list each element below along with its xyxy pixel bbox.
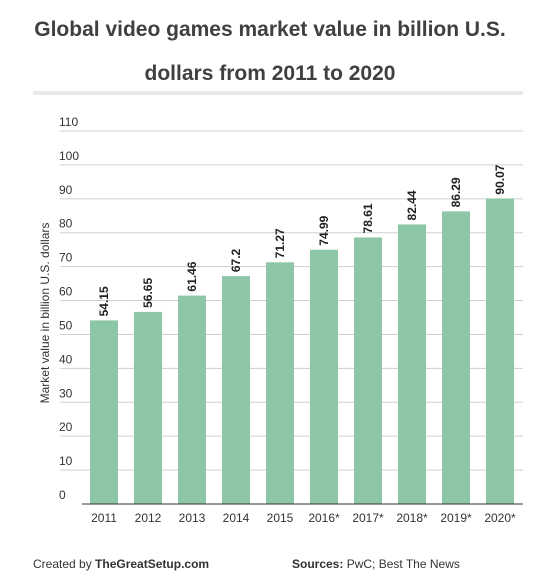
bar <box>222 276 250 504</box>
bar <box>134 311 162 504</box>
bar <box>398 224 426 504</box>
y-tick-label: 90 <box>59 183 73 197</box>
bar <box>310 249 338 504</box>
y-tick-label: 50 <box>59 318 73 332</box>
footer-sources-value: PwC; Best The News <box>346 557 460 571</box>
x-tick-label: 2011 <box>91 511 117 525</box>
footer-created-source: TheGreatSetup.com <box>95 557 210 571</box>
x-tick-label: 2012 <box>135 511 162 525</box>
footer-sources-label: Sources: <box>292 557 344 571</box>
bar <box>178 295 206 504</box>
footer-created-label: Created by <box>33 557 92 571</box>
bar <box>354 237 382 504</box>
bars <box>90 198 514 505</box>
data-label: 82.44 <box>405 190 419 220</box>
data-label: 71.27 <box>273 228 287 258</box>
y-tick-label: 20 <box>59 420 73 434</box>
y-axis-label: Market value in billion U.S. dollars <box>38 223 52 404</box>
x-tick-label: 2016* <box>308 511 340 525</box>
data-label: 54.15 <box>97 286 111 316</box>
x-tick-label: 2017* <box>352 511 384 525</box>
y-tick-label: 40 <box>59 352 73 366</box>
data-label: 90.07 <box>493 164 507 194</box>
y-tick-label: 30 <box>59 386 73 400</box>
y-tick-label: 0 <box>59 488 66 502</box>
y-tick-label: 70 <box>59 251 73 265</box>
chart-title-line-2: dollars from 2011 to 2020 <box>144 62 396 85</box>
data-label: 67.2 <box>229 248 243 272</box>
data-label: 78.61 <box>361 203 375 233</box>
bar <box>442 211 470 505</box>
y-axis-ticks: 0 10 20 30 40 50 60 70 80 90 100 110 <box>59 115 79 502</box>
data-label: 61.46 <box>185 261 199 291</box>
title-divider <box>33 91 523 95</box>
x-axis-ticks: 2011 2012 2013 2014 2015 2016* 2017* 2018* 2019*… <box>91 511 516 525</box>
chart-title-line-1: Global video games market value in billi… <box>34 18 506 41</box>
bar <box>266 262 294 504</box>
y-tick-label: 100 <box>59 149 79 163</box>
x-tick-label: 2013 <box>179 511 206 525</box>
data-label: 86.29 <box>449 177 463 207</box>
y-tick-label: 110 <box>59 115 78 129</box>
x-tick-label: 2014 <box>223 511 250 525</box>
bar <box>90 320 118 504</box>
bar <box>486 198 514 504</box>
x-tick-label: 2019* <box>440 511 472 525</box>
y-tick-label: 60 <box>59 285 73 299</box>
data-label: 56.65 <box>141 278 155 308</box>
chart-title: Global video games market value in billi… <box>0 8 540 96</box>
data-label: 74.99 <box>317 215 331 245</box>
y-tick-label: 80 <box>59 217 73 231</box>
data-labels: 54.15 56.65 61.46 67.2 71.27 74.99 78.61 82.44 8… <box>97 164 507 316</box>
x-tick-label: 2020* <box>484 511 516 525</box>
y-tick-label: 10 <box>59 454 73 468</box>
x-tick-label: 2018* <box>396 511 428 525</box>
x-tick-label: 2015 <box>267 511 294 525</box>
footer-sources: Sources: PwC; Best The News <box>292 557 460 571</box>
footer-credit: Created by TheGreatSetup.com <box>33 557 209 571</box>
